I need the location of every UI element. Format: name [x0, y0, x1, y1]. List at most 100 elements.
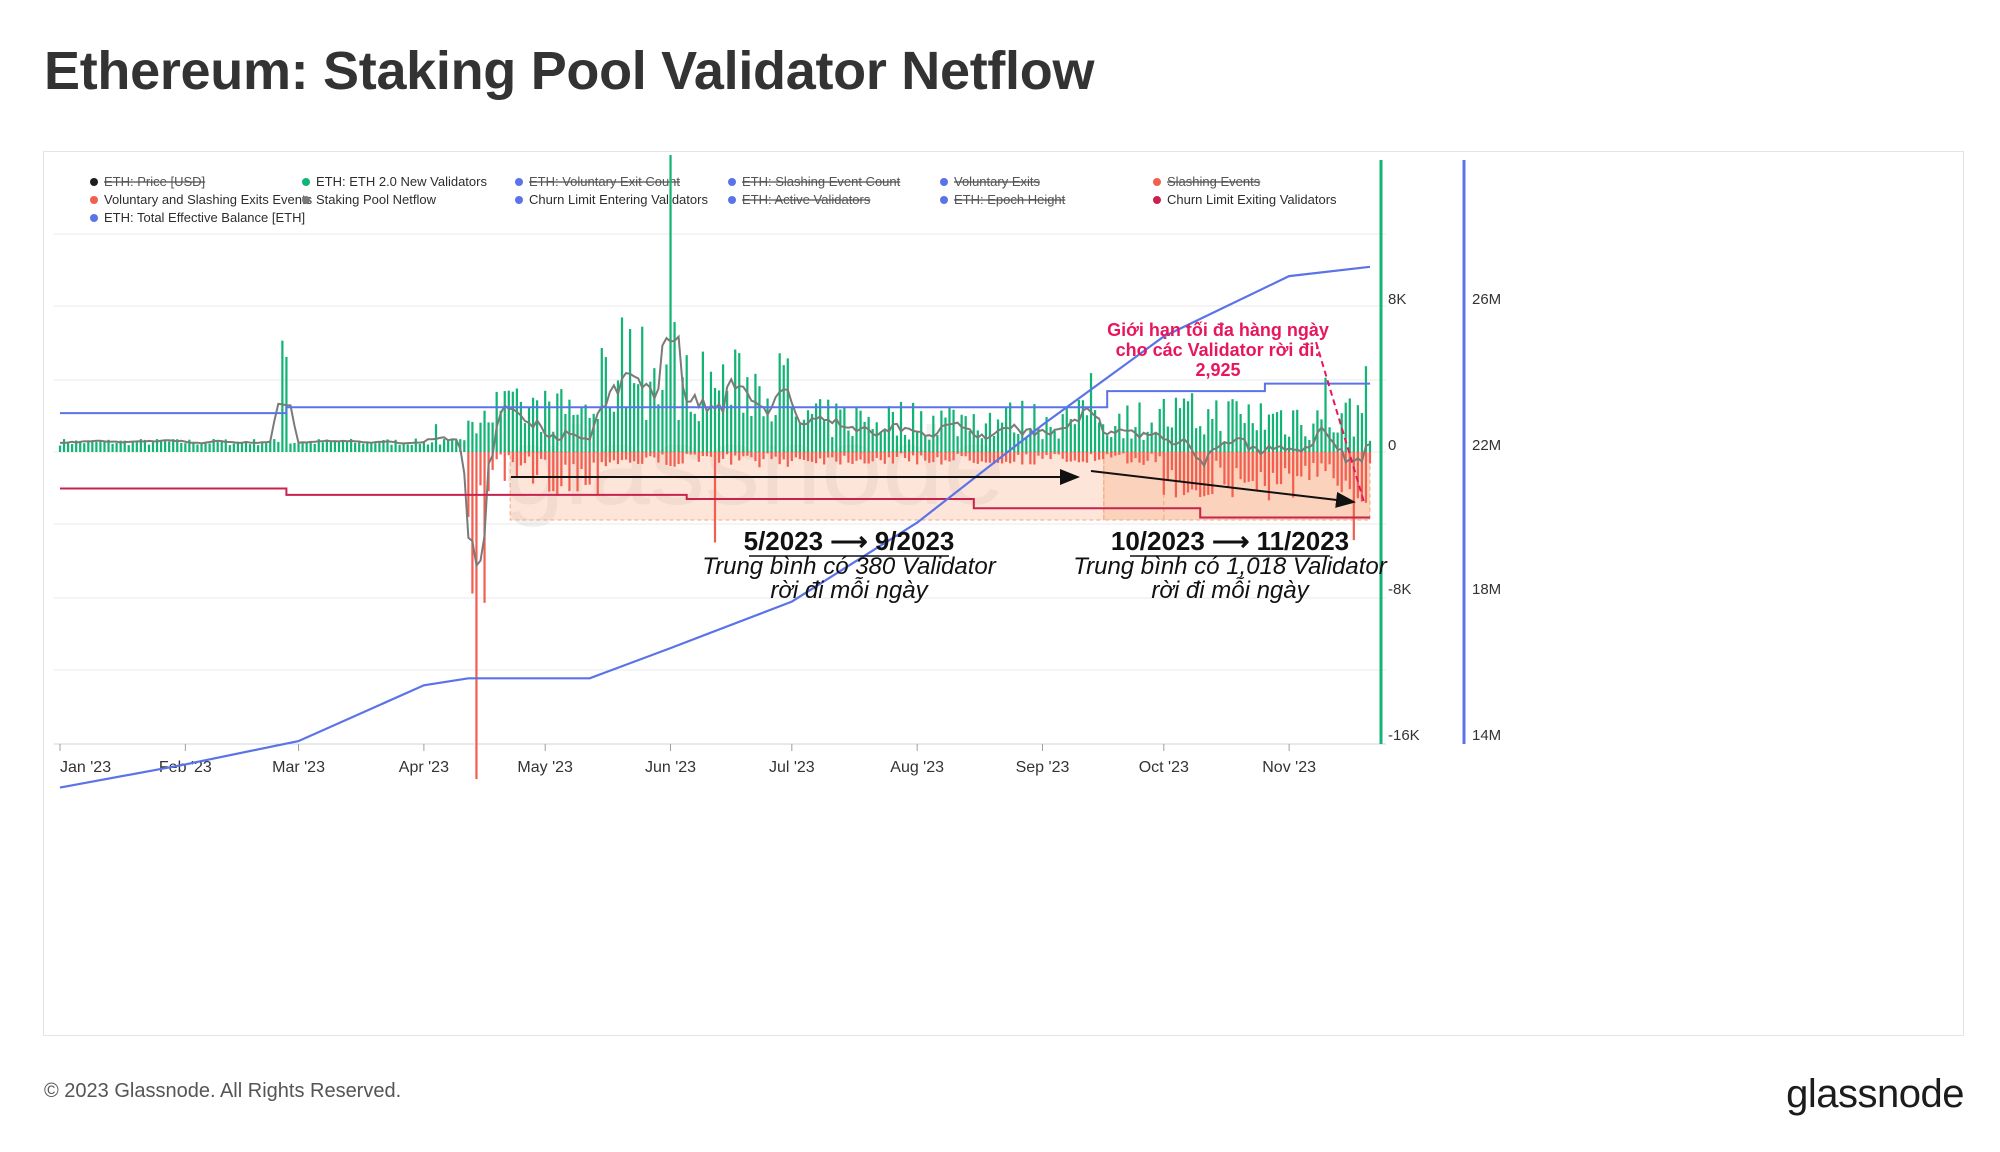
exits-bar [1190, 452, 1194, 490]
exits-bar [1231, 452, 1234, 498]
y-left-tick-label: -16K [1388, 727, 1420, 744]
day-bars [345, 440, 349, 452]
exits-bar [1312, 452, 1315, 463]
day-bars [442, 439, 446, 452]
day-bars [164, 441, 167, 452]
day-bars [337, 441, 341, 452]
new-validators-bar [992, 436, 996, 452]
new-validators-bar [693, 413, 696, 452]
exits-bar [576, 452, 579, 492]
new-validators-bar [523, 423, 527, 452]
new-validators-bar [1227, 401, 1230, 452]
new-validators-bar [257, 445, 260, 452]
exits-bar [976, 452, 979, 464]
day-bars [1154, 433, 1157, 463]
x-tick-label: Mar '23 [272, 759, 325, 776]
new-validators-bar [709, 371, 713, 452]
day-bars [414, 438, 417, 452]
day-bars [657, 404, 660, 463]
new-validators-bar [471, 421, 474, 452]
day-bars [119, 440, 122, 452]
day-bars [531, 397, 535, 484]
day-bars [794, 416, 797, 458]
exits-bar [1013, 452, 1016, 462]
legend-label: Voluntary Exits [954, 174, 1040, 189]
new-validators-bar [337, 441, 341, 452]
new-validators-bar [766, 398, 769, 452]
day-bars [273, 439, 276, 452]
new-validators-bar [810, 413, 814, 452]
new-validators-bar [115, 442, 118, 452]
new-validators-bar [1093, 410, 1097, 452]
new-validators-bar [317, 439, 320, 452]
day-bars [1049, 426, 1052, 459]
new-validators-bar [1324, 377, 1327, 452]
day-bars [612, 411, 616, 461]
new-validators-bar [859, 410, 862, 452]
legend-item: ETH: Active Validators [728, 192, 871, 207]
y-right-tick-label: 26M [1472, 291, 1501, 308]
new-validators-bar [1021, 400, 1024, 452]
day-bars [616, 380, 620, 465]
day-bars [1263, 429, 1266, 487]
new-validators-bar [1336, 432, 1339, 452]
day-bars [823, 420, 826, 465]
exits-bar [669, 452, 672, 467]
day-bars [709, 371, 713, 457]
new-validators-bar [616, 380, 620, 452]
new-validators-bar [216, 441, 219, 452]
new-validators-bar [1041, 439, 1044, 452]
day-bars [366, 441, 369, 452]
new-validators-bar [1190, 393, 1194, 452]
new-validators-bar [1255, 430, 1258, 452]
new-validators-bar [762, 416, 765, 452]
new-validators-bar [252, 439, 256, 452]
day-bars [212, 438, 215, 452]
day-bars [1033, 404, 1036, 465]
new-validators-bar [1239, 414, 1242, 452]
exits-bar [1166, 452, 1169, 480]
new-validators-bar [366, 441, 369, 452]
day-bars [851, 436, 854, 465]
new-validators-bar [527, 407, 531, 452]
exits-bar [742, 452, 745, 457]
x-tick-label: Nov '23 [1262, 759, 1316, 776]
exits-bar [608, 452, 611, 463]
legend-label: ETH: Slashing Event Count [742, 174, 901, 189]
day-bars [681, 377, 684, 464]
exits-bar [495, 452, 498, 460]
day-bars [948, 407, 951, 462]
day-bars [697, 421, 700, 462]
new-validators-bar [972, 414, 975, 452]
exits-bar [903, 452, 907, 459]
new-validators-bar [455, 439, 458, 452]
day-bars [135, 442, 138, 452]
exits-bar [964, 452, 967, 457]
day-bars [289, 443, 292, 452]
chart-title: Ethereum: Staking Pool Validator Netflow [44, 41, 1095, 101]
new-validators-bar [1186, 401, 1190, 452]
day-bars [358, 440, 361, 452]
exits-bar [515, 452, 518, 478]
day-bars [479, 422, 482, 486]
exits-bar [548, 452, 551, 492]
bars [58, 155, 1372, 780]
day-bars [887, 406, 890, 458]
exits-bar [1288, 452, 1291, 474]
legend-dot-icon [1153, 178, 1161, 186]
day-bars [1247, 404, 1250, 482]
day-bars [1283, 434, 1287, 469]
day-bars [99, 440, 102, 452]
new-validators-bar [1356, 405, 1359, 452]
exits-bar [750, 452, 753, 458]
new-validators-bar [1199, 426, 1202, 452]
exits-bar [1292, 452, 1295, 498]
new-validators-bar [188, 439, 191, 452]
exits-bar [883, 452, 886, 464]
new-validators-bar [786, 358, 789, 452]
exits-bar [891, 452, 895, 464]
day-bars [924, 435, 927, 461]
exits-bar [705, 452, 709, 457]
new-validators-bar [1263, 429, 1266, 452]
new-validators-bar [1004, 407, 1008, 452]
